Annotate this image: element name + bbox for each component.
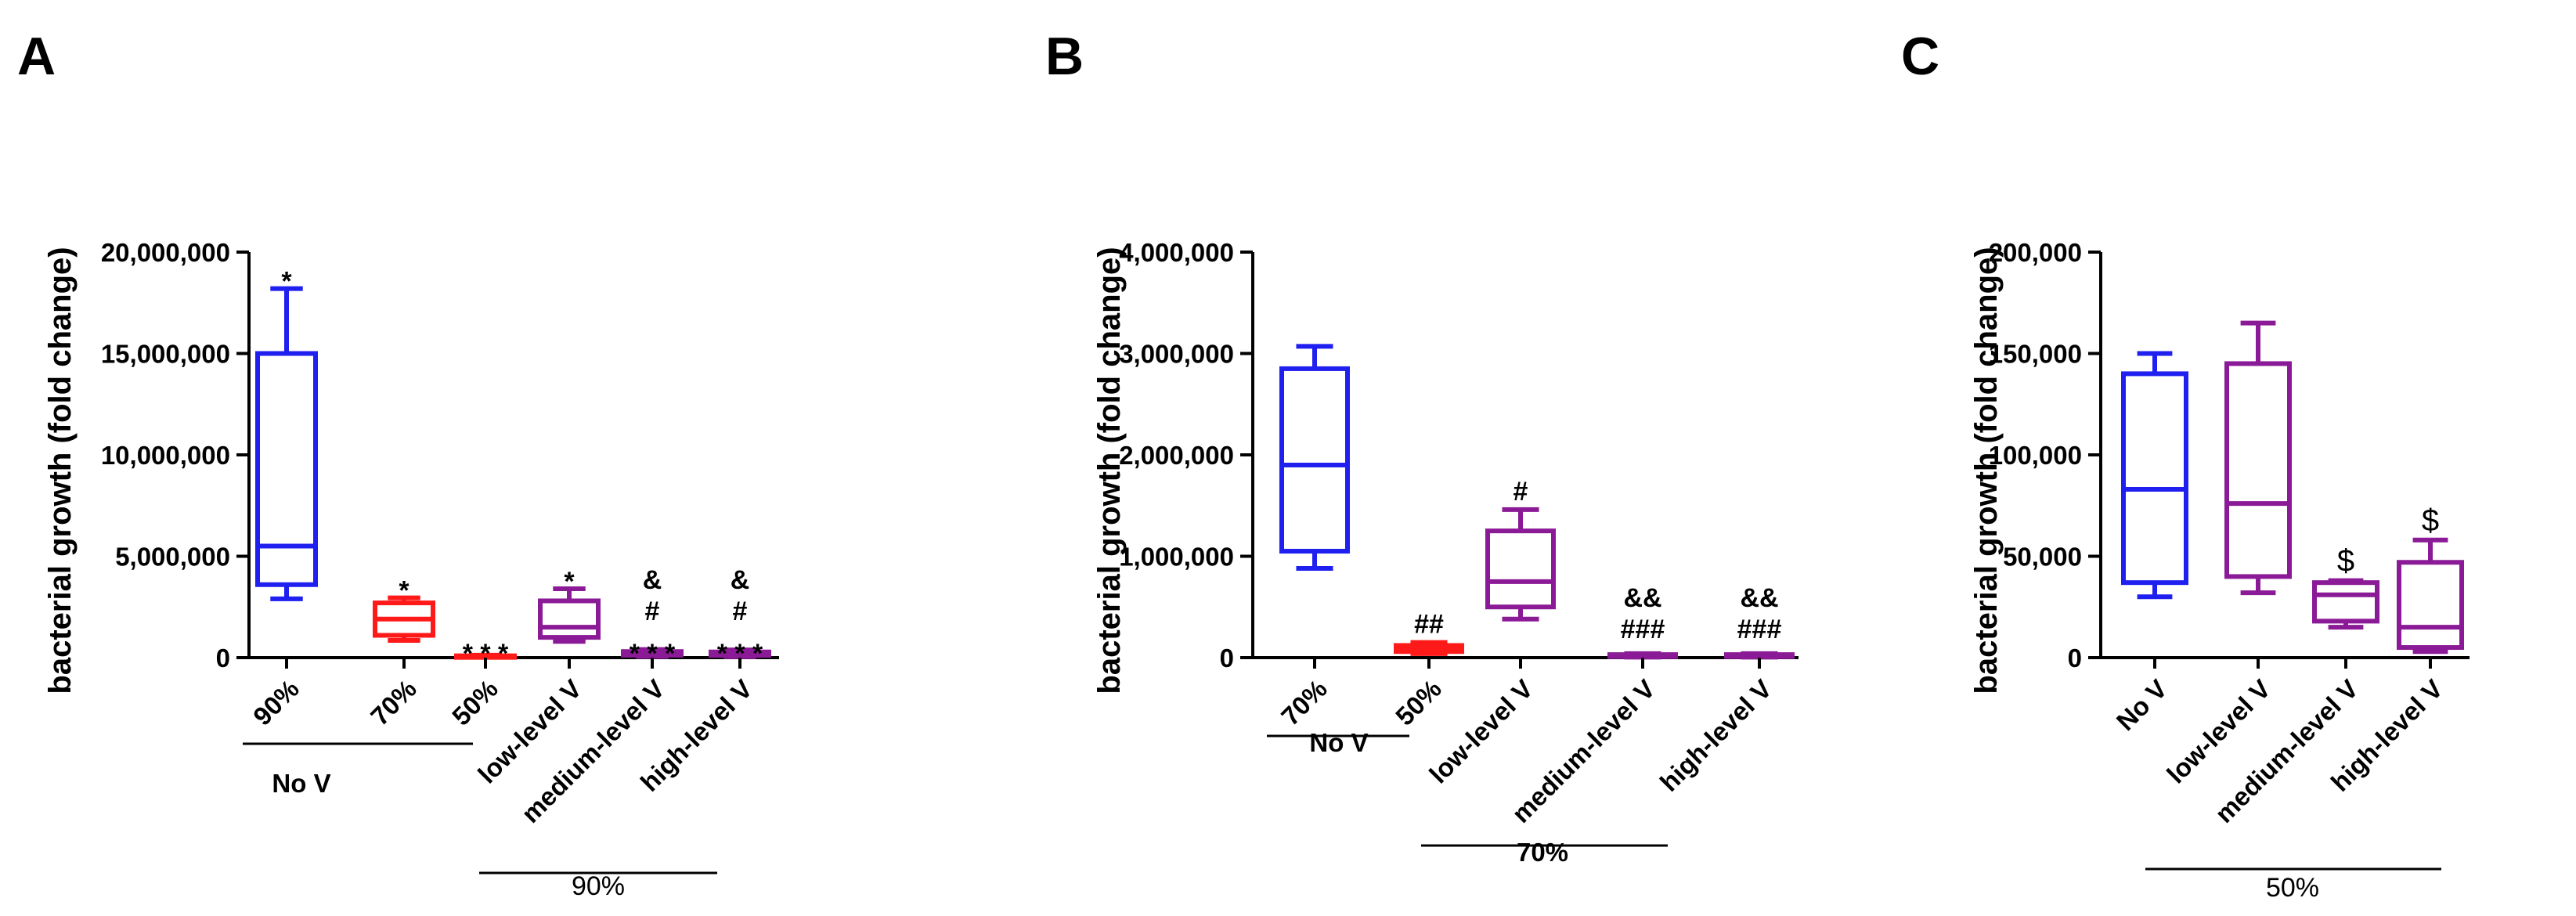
box-1 bbox=[255, 286, 318, 601]
y-tick-label: 5,000,000 bbox=[115, 543, 230, 572]
significance-marker: * * * bbox=[630, 639, 676, 669]
box-iqr bbox=[2397, 560, 2464, 651]
y-tick-label: 15,000,000 bbox=[101, 340, 230, 369]
box-2 bbox=[373, 595, 435, 643]
y-tick-label: 1,000,000 bbox=[1119, 543, 1234, 572]
y-tick-label: 150,000 bbox=[1989, 340, 2082, 369]
box-3 bbox=[1485, 507, 1556, 622]
x-tick-label: No V bbox=[2111, 674, 2173, 736]
box-5 bbox=[1724, 651, 1795, 660]
significance-marker: * bbox=[564, 567, 575, 597]
box-2 bbox=[2224, 320, 2292, 596]
significance-marker: & bbox=[731, 565, 750, 595]
box-4 bbox=[538, 586, 601, 644]
box-1 bbox=[2121, 351, 2188, 600]
box-1 bbox=[1279, 344, 1350, 572]
significance-marker: $ bbox=[2422, 503, 2439, 538]
y-tick-label: 0 bbox=[1220, 644, 1234, 673]
significance-marker: * bbox=[399, 576, 409, 606]
box-iqr bbox=[1485, 528, 1556, 610]
y-tick-label: 0 bbox=[216, 644, 230, 673]
box-iqr bbox=[2224, 361, 2292, 579]
y-tick-label: 4,000,000 bbox=[1119, 238, 1234, 267]
x-tick-label: 90% bbox=[247, 674, 305, 731]
y-tick-label: 100,000 bbox=[1989, 441, 2082, 470]
x-tick-label: 70% bbox=[365, 674, 422, 731]
group-label: No V bbox=[1309, 728, 1368, 757]
significance-marker: * bbox=[281, 267, 292, 297]
significance-marker: && bbox=[1623, 583, 1661, 613]
significance-marker: $ bbox=[2337, 544, 2354, 579]
x-tick-label: 50% bbox=[446, 674, 503, 731]
y-tick-label: 200,000 bbox=[1989, 238, 2082, 267]
box-iqr bbox=[255, 351, 318, 587]
group-label: 90% bbox=[572, 871, 625, 901]
significance-marker: * * * bbox=[463, 639, 509, 669]
y-tick-label: 50,000 bbox=[2003, 543, 2082, 572]
y-axis-label: bacterial growth (fold change) bbox=[1969, 247, 2004, 694]
y-tick-label: 2,000,000 bbox=[1119, 441, 1234, 470]
x-tick-label: 70% bbox=[1275, 674, 1333, 731]
y-tick-label: 10,000,000 bbox=[101, 441, 230, 470]
group-label: 50% bbox=[2266, 873, 2319, 903]
significance-marker: # bbox=[1513, 477, 1528, 507]
y-tick-label: 3,000,000 bbox=[1119, 340, 1234, 369]
x-tick-label: medium-level V bbox=[516, 674, 670, 828]
group-label: 70% bbox=[1517, 838, 1568, 867]
significance-marker: && bbox=[1740, 583, 1778, 613]
significance-marker: ### bbox=[1621, 615, 1665, 644]
panel-letter: B bbox=[1045, 27, 1084, 86]
group-label: No V bbox=[272, 769, 330, 798]
y-axis-label: bacterial growth (fold change) bbox=[43, 247, 78, 694]
box-3 bbox=[2312, 578, 2379, 630]
box-iqr bbox=[2121, 371, 2188, 586]
significance-marker: # bbox=[645, 597, 660, 626]
significance-marker: ## bbox=[1414, 610, 1444, 640]
significance-marker: * * * bbox=[717, 639, 763, 669]
significance-marker: & bbox=[643, 565, 662, 595]
panel-letter: A bbox=[17, 27, 56, 86]
significance-marker: ### bbox=[1737, 615, 1782, 644]
box-3 bbox=[454, 652, 517, 660]
significance-marker: # bbox=[733, 597, 748, 626]
panel-letter: C bbox=[1901, 27, 1939, 86]
box-2 bbox=[1394, 640, 1464, 656]
y-tick-label: 0 bbox=[2068, 644, 2082, 673]
box-5 bbox=[621, 647, 684, 659]
x-tick-label: 50% bbox=[1390, 674, 1447, 731]
x-tick-label: high-level V bbox=[1654, 674, 1777, 797]
box-iqr bbox=[2312, 580, 2379, 624]
y-tick-label: 20,000,000 bbox=[101, 238, 230, 267]
box-iqr bbox=[538, 598, 601, 640]
box-iqr bbox=[1279, 366, 1350, 554]
y-axis-label: bacterial growth (fold change) bbox=[1092, 247, 1127, 694]
box-6 bbox=[709, 647, 771, 659]
box-4 bbox=[2397, 537, 2464, 655]
box-4 bbox=[1607, 651, 1678, 660]
